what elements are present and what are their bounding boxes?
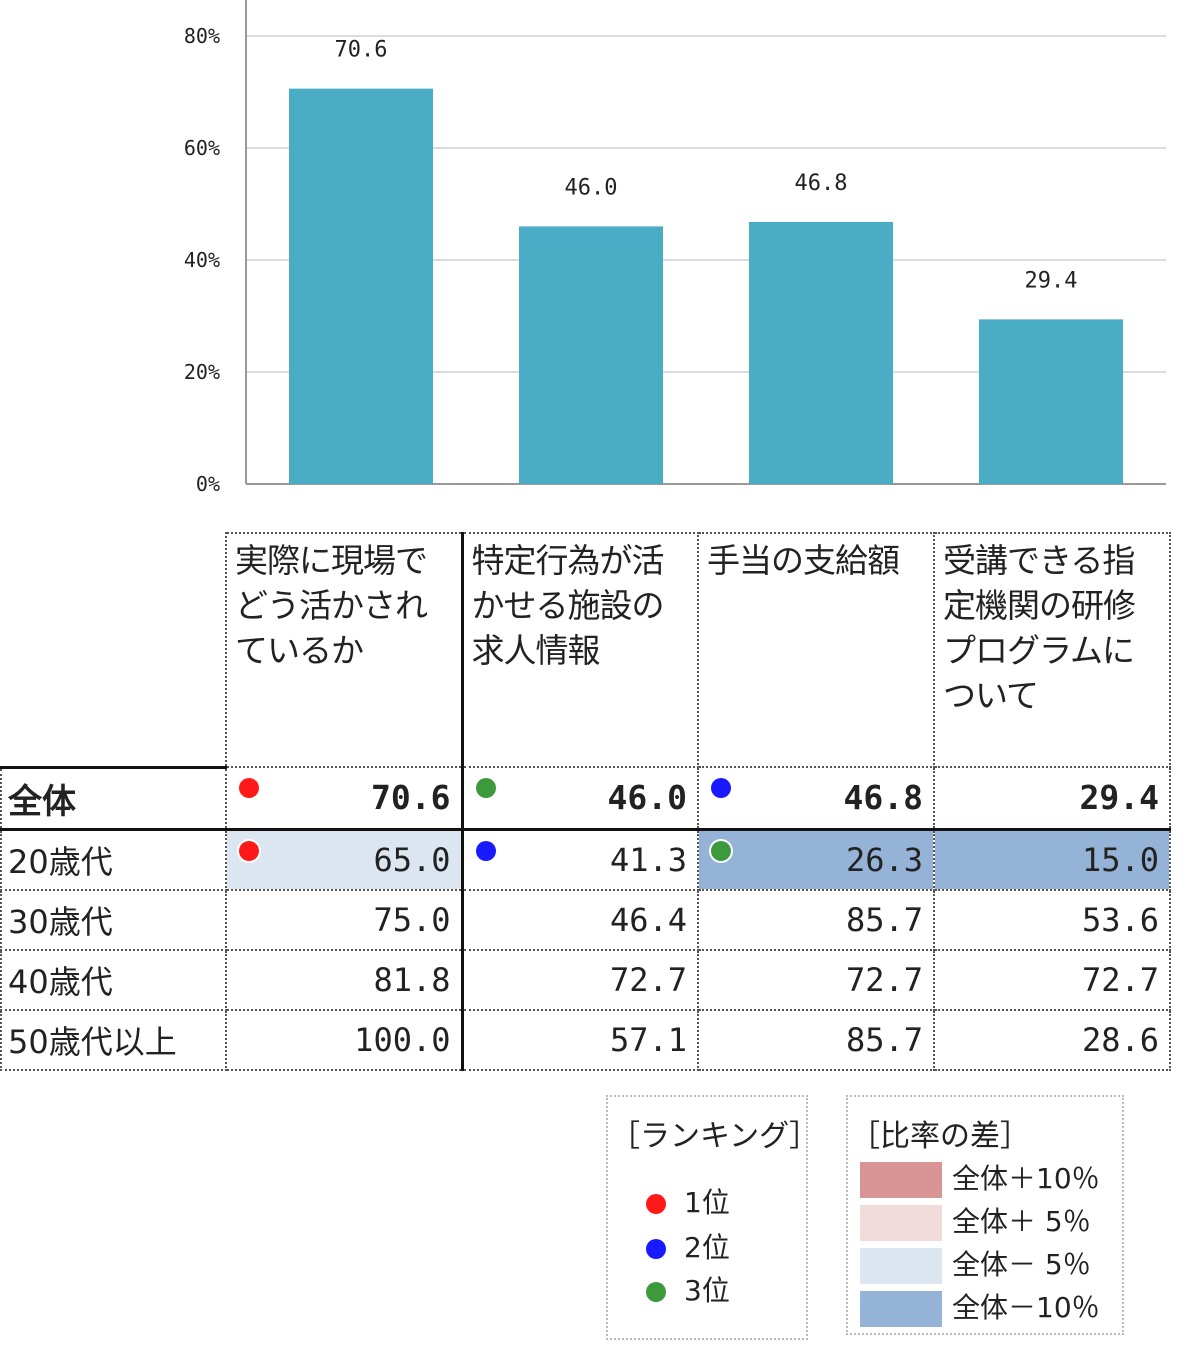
table-cell: 70.6 [225, 766, 464, 831]
cell-value: 72.7 [845, 960, 923, 999]
table-cell: 65.0 [225, 828, 464, 891]
cell-value: 72.7 [1081, 960, 1159, 999]
table-cell: 28.6 [933, 1008, 1171, 1071]
cell-value: 70.6 [371, 778, 451, 818]
cell-value: 81.8 [373, 960, 451, 999]
row-label: 30歳代 [0, 888, 227, 951]
table-cell: 81.8 [225, 948, 464, 1011]
y-tick-label: 40% [184, 248, 220, 272]
table-row-total: 全体 70.6 46.0 46.8 29.4 [0, 766, 1171, 831]
rank-dot-icon [475, 840, 496, 861]
rank-dot-icon [711, 778, 731, 798]
legend-item-plus10: 全体＋10％ [860, 1157, 1100, 1198]
bar [979, 319, 1123, 484]
cell-value: 100.0 [354, 1020, 451, 1059]
legend-item-rank-2: 2位 [646, 1226, 730, 1264]
table-corner [1, 533, 227, 769]
ratio-diff-legend: ［比率の差］ 全体＋10％ 全体＋ 5％ 全体－ 5％ 全体－10％ [846, 1095, 1124, 1335]
table-cell: 46.0 [461, 766, 699, 831]
data-table: 実際に現場でどう活かされているか 特定行為が活かせる施設の求人情報 手当の支給額… [0, 532, 1171, 1071]
ranking-legend-title: ［ランキング］ [610, 1119, 820, 1154]
data-label: 46.0 [565, 175, 618, 200]
row-label: 20歳代 [0, 828, 227, 891]
cell-value: 46.4 [609, 900, 687, 939]
bar [519, 226, 663, 484]
cell-value: 26.3 [845, 840, 923, 879]
column-header: 手当の支給額 [697, 532, 935, 768]
table-cell: 15.0 [933, 828, 1171, 891]
ranking-legend: ［ランキング］ 1位 2位 3位 [606, 1095, 820, 1340]
table-cell: 29.4 [933, 766, 1171, 831]
table-row: 50歳代以上 100.0 57.1 85.7 28.6 [0, 1008, 1171, 1071]
table-cell: 53.6 [933, 888, 1171, 951]
table-cell: 57.1 [461, 1008, 699, 1071]
legend-item-rank-3: 3位 [646, 1269, 730, 1307]
legend-item-minus10: 全体－10％ [860, 1286, 1100, 1327]
data-label: 29.4 [1025, 268, 1078, 293]
table-cell: 72.7 [697, 948, 935, 1011]
cell-value: 53.6 [1081, 900, 1159, 939]
cell-value: 75.0 [373, 900, 451, 939]
table-cell: 85.7 [697, 888, 935, 951]
color-swatch [860, 1162, 942, 1198]
table-cell: 26.3 [697, 828, 935, 891]
column-header: 特定行為が活かせる施設の求人情報 [461, 532, 699, 768]
rank-dot-icon [239, 840, 259, 861]
y-tick-label: 80% [184, 24, 220, 48]
cell-value: 29.4 [1079, 778, 1159, 818]
table-cell: 85.7 [697, 1008, 935, 1071]
cell-value: 72.7 [609, 960, 687, 999]
cell-value: 41.3 [609, 840, 687, 879]
color-swatch [860, 1205, 942, 1241]
bar [749, 221, 893, 485]
table-row: 40歳代 81.8 72.7 72.7 72.7 [0, 948, 1171, 1011]
legend-item-plus5: 全体＋ 5％ [860, 1200, 1091, 1241]
table-cell: 46.8 [697, 766, 935, 831]
rank-dot-icon [475, 778, 496, 798]
color-swatch [860, 1248, 942, 1284]
legend-item-minus5: 全体－ 5％ [860, 1243, 1091, 1284]
data-label: 46.8 [795, 171, 848, 196]
color-swatch [860, 1291, 942, 1327]
table-header-row: 実際に現場でどう活かされているか 特定行為が活かせる施設の求人情報 手当の支給額… [1, 532, 1171, 769]
cell-value: 15.0 [1081, 840, 1159, 879]
cell-value: 65.0 [373, 840, 451, 879]
cell-value: 46.8 [843, 778, 923, 818]
bar-chart: 0% 20% 40% 60% 80% 70.6 46.0 46.8 29.4 [184, 0, 1166, 496]
cell-value: 85.7 [845, 900, 923, 939]
row-label: 50歳代以上 [0, 1008, 227, 1071]
table-row: 30歳代 75.0 46.4 85.7 53.6 [0, 888, 1171, 951]
table-cell: 72.7 [933, 948, 1171, 1011]
row-label: 40歳代 [0, 948, 227, 1011]
y-tick-label: 20% [184, 360, 220, 384]
table-cell: 72.7 [461, 948, 699, 1011]
table-cell: 41.3 [461, 828, 699, 891]
row-label: 全体 [0, 766, 227, 831]
table-cell: 75.0 [225, 888, 464, 951]
legend-item-rank-1: 1位 [646, 1181, 730, 1219]
dot-marker-icon [646, 1194, 666, 1214]
cell-value: 57.1 [609, 1020, 687, 1059]
rank-dot-icon [711, 840, 731, 861]
rank-dot-icon [239, 778, 259, 798]
table-row: 20歳代 65.0 41.3 26.3 15.0 [0, 828, 1171, 891]
dot-marker-icon [646, 1239, 666, 1259]
cell-value: 85.7 [845, 1020, 923, 1059]
cell-value: 28.6 [1081, 1020, 1159, 1059]
column-header: 実際に現場でどう活かされているか [225, 532, 464, 768]
dot-marker-icon [646, 1282, 666, 1302]
table-cell: 100.0 [225, 1008, 464, 1071]
bar [289, 88, 433, 484]
column-header: 受講できる指定機関の研修プログラムについて [933, 532, 1171, 768]
ratio-diff-legend-title: ［比率の差］ [850, 1119, 1030, 1154]
y-tick-label: 60% [184, 136, 220, 160]
table-cell: 46.4 [461, 888, 699, 951]
cell-value: 46.0 [607, 778, 687, 818]
data-label: 70.6 [335, 38, 388, 63]
y-tick-label: 0% [196, 472, 220, 496]
